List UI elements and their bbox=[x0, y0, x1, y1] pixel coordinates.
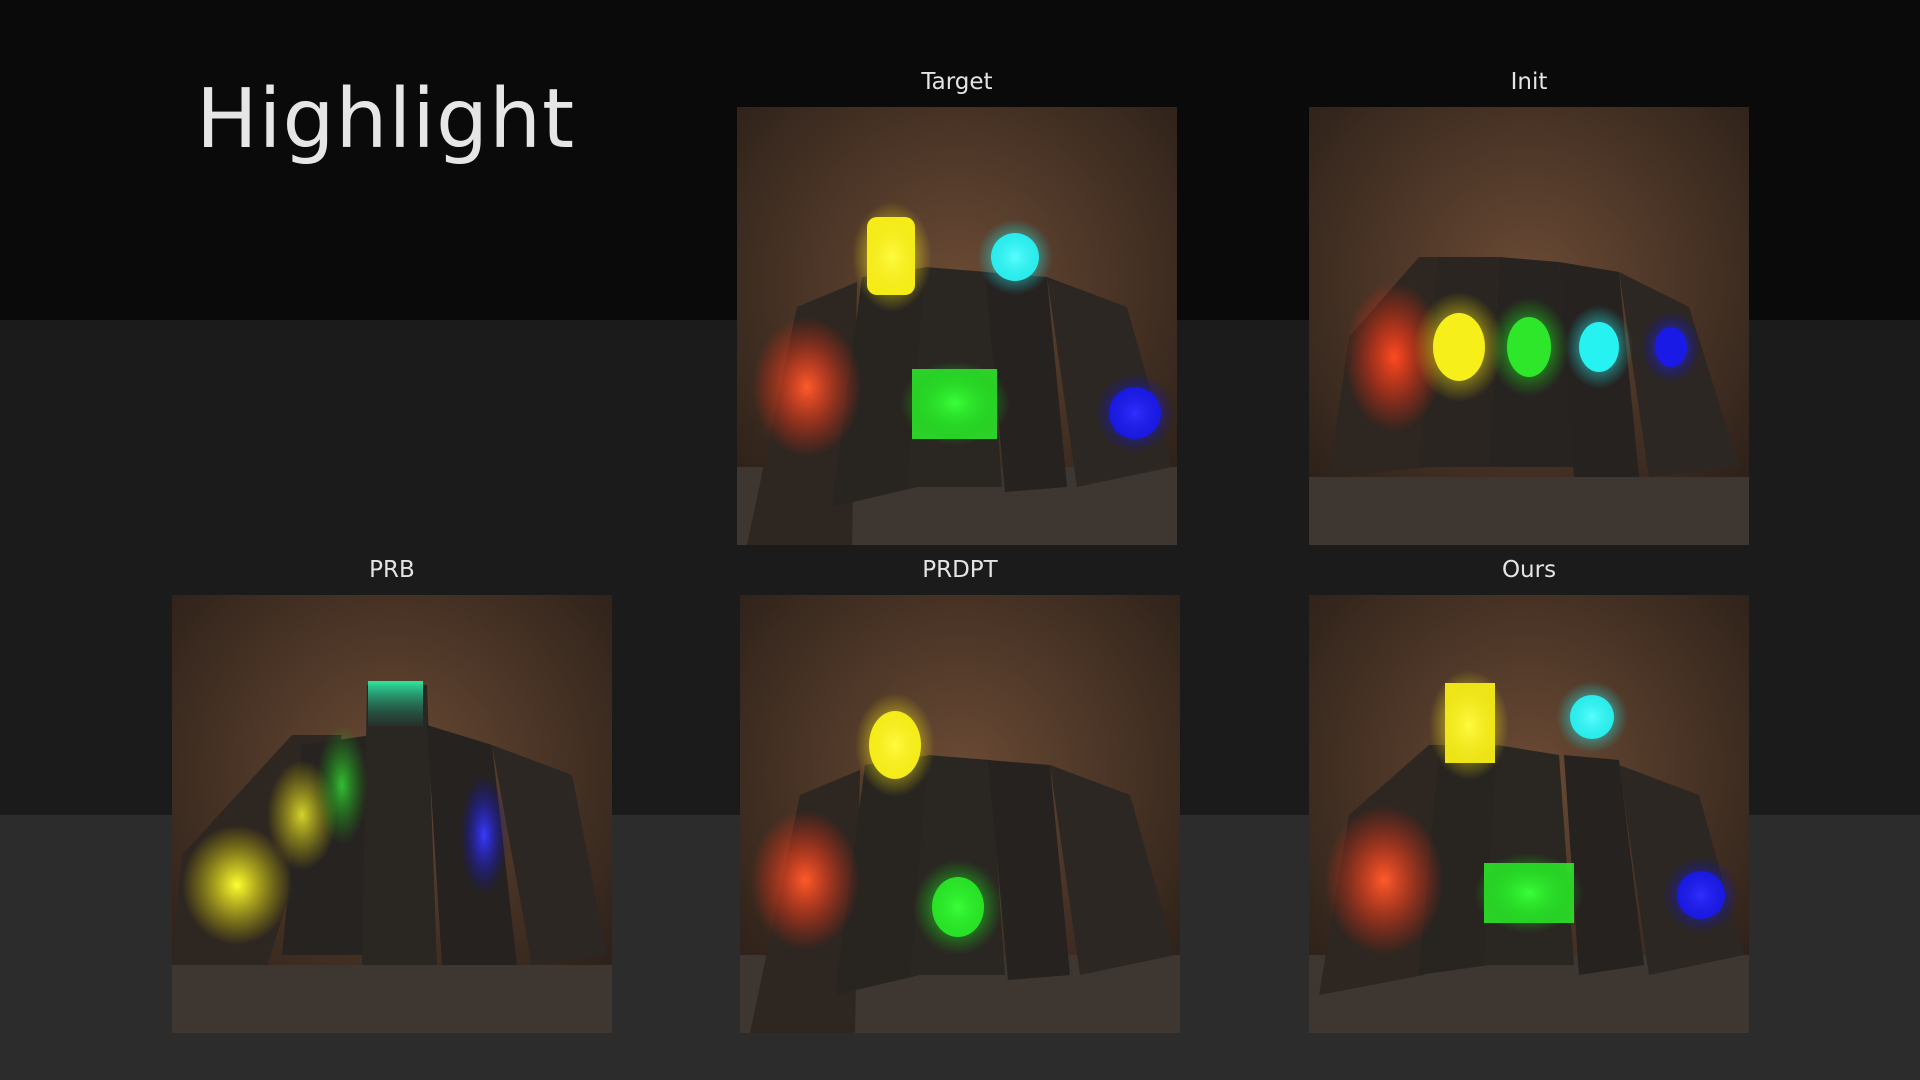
panel-target: Target bbox=[737, 67, 1177, 545]
panel-ours: Ours bbox=[1309, 555, 1749, 1033]
panel-prdpt: PRDPT bbox=[740, 555, 1180, 1033]
render-image-target bbox=[737, 107, 1177, 545]
slide-title: Highlight bbox=[196, 72, 576, 167]
render-image-prb bbox=[172, 595, 612, 1033]
panel-caption-init: Init bbox=[1510, 69, 1548, 95]
render-image-prdpt bbox=[740, 595, 1180, 1033]
panel-prb: PRB bbox=[172, 555, 612, 1033]
panel-init: Init bbox=[1309, 67, 1749, 545]
panel-caption-ours: Ours bbox=[1501, 557, 1557, 583]
render-image-init bbox=[1309, 107, 1749, 545]
render-image-ours bbox=[1309, 595, 1749, 1033]
panel-caption-target: Target bbox=[921, 69, 993, 95]
panel-caption-prb: PRB bbox=[369, 557, 415, 583]
panel-caption-prdpt: PRDPT bbox=[922, 557, 998, 583]
